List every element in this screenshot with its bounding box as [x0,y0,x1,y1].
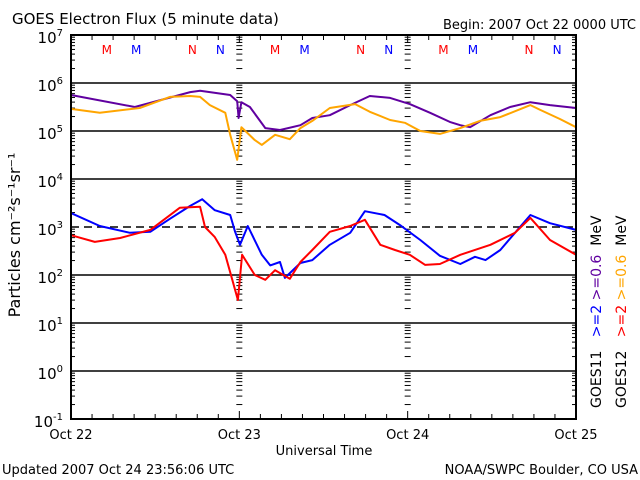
y-tick-label: 10-1 [34,412,63,431]
y-tick-label: 101 [38,316,63,335]
legend-goes12: GOES12 >=2 >=0.6 MeV [614,215,630,408]
midnight-marker: M [468,43,478,57]
x-tick-label: Oct 24 [386,428,429,443]
x-tick-label: Oct 25 [554,428,597,443]
y-tick-labels: 107 106 105 104 103 102 101 100 10-1 [34,28,63,431]
mn-markers: M M MM M MN N NN N N [102,43,562,57]
x-tick-label: Oct 23 [218,428,261,443]
y-axis-label: Particles cm⁻²s⁻¹sr⁻¹ [5,153,24,318]
noon-marker: N [216,43,225,57]
x-axis-label: Universal Time [276,444,373,459]
updated-timestamp: Updated 2007 Oct 24 23:56:06 UTC [2,463,234,478]
y-tick-label: 102 [38,268,63,287]
begin-label: Begin: 2007 Oct 22 0000 UTC [443,18,636,33]
noon-marker: N [525,43,534,57]
chart-title: GOES Electron Flux (5 minute data) [12,10,279,28]
series-goes12-0.6 [70,95,577,161]
plot-frame [70,34,577,420]
y-tick-label: 103 [38,220,63,239]
noon-marker: N [356,43,365,57]
series-lines [70,89,577,301]
midnight-marker: M [438,43,448,57]
x-tick-labels: Oct 22 Oct 23 Oct 24 Oct 25 [49,428,597,443]
grid-lines [71,82,576,372]
noon-marker: N [188,43,197,57]
noon-marker: N [553,43,562,57]
y-tick-label: 100 [38,364,63,383]
midnight-marker: M [270,43,280,57]
series-goes12-2 [70,205,577,301]
midnight-marker: M [131,43,141,57]
y-tick-label: 107 [38,28,63,47]
midnight-marker: M [299,43,309,57]
noon-marker: N [384,43,393,57]
y-tick-label: 104 [38,172,63,191]
y-tick-label: 105 [38,124,63,143]
legend-goes11: GOES11 >=2 >=0.6 MeV [589,215,605,408]
y-tick-label: 106 [38,76,63,95]
series-goes11-0.6 [70,89,577,131]
right-legend: GOES11 >=2 >=0.6 MeV GOES12 >=2 >=0.6 MeV [589,215,630,408]
x-tick-label: Oct 22 [49,428,92,443]
midnight-marker: M [102,43,112,57]
source-label: NOAA/SWPC Boulder, CO USA [445,463,638,478]
